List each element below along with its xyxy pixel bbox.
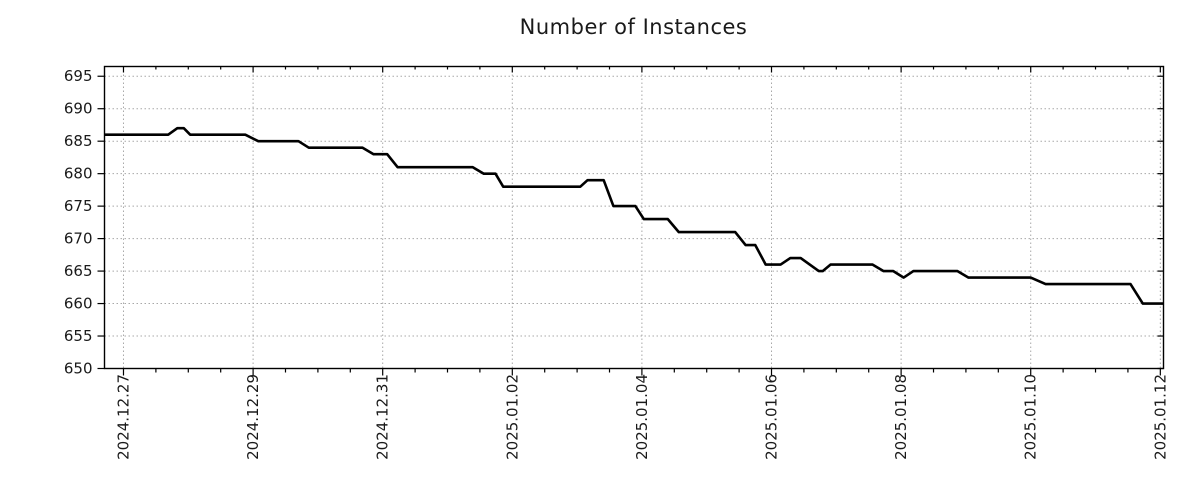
chart-title: Number of Instances [519, 15, 748, 39]
y-tick-label: 665 [64, 262, 93, 280]
x-tick-label: 2025.01.12 [1151, 374, 1169, 460]
x-tick-label: 2025.01.06 [763, 374, 781, 460]
y-tick-label: 670 [64, 230, 93, 248]
y-tick-label: 685 [64, 132, 93, 150]
y-tick-label: 650 [64, 360, 93, 378]
y-tick-label: 675 [64, 197, 93, 215]
grid-lines [104, 66, 1164, 369]
y-tick-label: 660 [64, 295, 93, 313]
data-line-series [104, 126, 1164, 305]
y-tick-label: 655 [64, 327, 93, 345]
y-tick-label: 695 [64, 67, 93, 85]
y-axis-labels: 650 655 660 665 670 675 680 685 690 695 [64, 67, 93, 377]
x-tick-label: 2024.12.29 [244, 374, 262, 460]
x-axis-labels: 2024.12.27 2024.12.29 2024.12.31 2025.01.02… [114, 374, 1169, 460]
x-tick-label: 2024.12.27 [114, 374, 132, 460]
x-tick-label: 2025.01.02 [503, 374, 521, 460]
x-tick-label: 2024.12.31 [374, 374, 392, 460]
y-tick-label: 680 [64, 165, 93, 183]
x-tick-label: 2025.01.08 [892, 374, 910, 460]
axis-ticks [97, 66, 1164, 376]
x-tick-label: 2025.01.04 [633, 374, 651, 460]
plot-border [103, 65, 1165, 370]
y-tick-label: 690 [64, 100, 93, 118]
x-tick-label: 2025.01.10 [1022, 374, 1040, 460]
